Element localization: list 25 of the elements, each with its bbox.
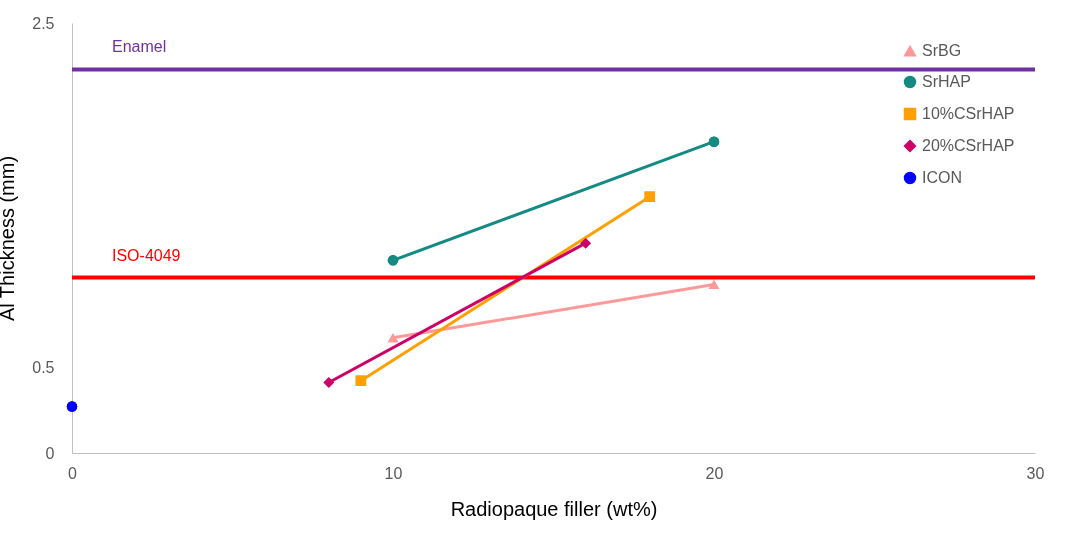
legend-label: ICON	[922, 169, 962, 186]
x-tick-label: 20	[705, 464, 724, 482]
x-axis-title: Radiopaque filler (wt%)	[450, 497, 658, 520]
y-tick-label: 0.5	[32, 358, 55, 376]
x-tick-label: 10	[384, 464, 403, 482]
point	[644, 191, 656, 202]
ref-line-label: Enamel	[112, 38, 167, 56]
x-tick-label: 30	[1026, 464, 1045, 482]
point	[387, 255, 399, 266]
point	[323, 377, 335, 388]
legend-label: 10%CSrHAP	[922, 105, 1015, 122]
y-tick-label: 0	[45, 444, 55, 462]
ref-line-label: ISO-4049	[112, 246, 181, 264]
y-axis-title: Al Thickness (mm)	[0, 155, 19, 322]
point	[580, 237, 591, 249]
legend-label: SrHAP	[922, 73, 971, 90]
legend-label: 20%CSrHAP	[922, 137, 1015, 154]
legend-label: SrBG	[922, 42, 962, 59]
point	[66, 401, 78, 412]
point	[387, 333, 399, 343]
y-tick-label: 2.5	[32, 14, 55, 32]
point	[355, 375, 367, 386]
x-tick-label: 0	[68, 464, 78, 482]
point	[708, 279, 720, 289]
point	[708, 136, 720, 147]
